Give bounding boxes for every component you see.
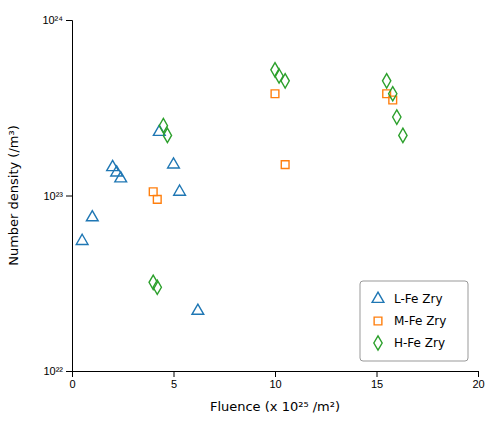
x-axis: 0 5 10 15 20 [69,371,484,390]
legend-label: L-Fe Zry [394,292,443,306]
tick: 10²² [43,365,72,377]
tick-mark [377,371,378,377]
axis-domain [66,21,73,372]
legend-symbol [374,317,382,325]
tick-label: 10²² [43,365,63,377]
point [281,161,289,169]
point [168,158,180,168]
tick-label: 10²⁴ [42,14,63,26]
tick: 10²³ [43,190,72,202]
tick: 10²⁴ [42,14,72,26]
point [153,280,161,294]
axis-domain [73,372,479,378]
tick-mark [66,20,72,21]
legend-label: M-Fe Zry [394,314,446,328]
point [281,74,289,88]
point [174,185,186,195]
legend-item: H-Fe Zry [374,336,445,350]
tick-mark [66,371,72,372]
y-axis-title: Number density (/m³) [6,125,21,266]
tick-mark [478,371,479,377]
series [149,63,407,295]
series [76,125,203,314]
tick-label: 15 [371,378,383,390]
tick-mark [66,196,72,197]
tick-label: 20 [472,378,484,390]
tick: 10 [269,371,281,390]
tick: 15 [371,371,383,390]
point [393,110,401,124]
point [149,188,157,196]
tick: 5 [171,371,177,390]
point [115,172,127,182]
legend-box [360,281,468,361]
tick: 0 [69,371,75,390]
legend-symbol [374,336,382,350]
point [275,69,283,83]
plot: 0 5 10 15 20 10²² 10²³ 10²⁴ L-Fe Zry M-Fe Zry H-Fe… [42,14,484,390]
point [153,196,161,204]
tick: 20 [472,371,484,390]
tick-label: 5 [171,378,177,390]
point [192,304,204,314]
legend: L-Fe Zry M-Fe Zry H-Fe Zry [360,281,468,361]
legend-symbol [372,292,384,302]
legend-item: M-Fe Zry [374,314,446,328]
point [389,87,397,101]
point [399,128,407,142]
tick-label: 10 [269,378,281,390]
legend-label: H-Fe Zry [394,336,445,350]
x-axis-title: Fluence (x 10²⁵ /m²) [210,399,340,414]
tick-mark [275,371,276,377]
point [382,74,390,88]
tick-label: 0 [69,378,75,390]
chart: 0 5 10 15 20 10²² 10²³ 10²⁴ L-Fe Zry M-Fe Zry H-Fe… [0,0,500,423]
point [271,90,279,98]
series [149,90,396,203]
point [76,234,88,244]
tick-mark [174,371,175,377]
tick-label: 10²³ [43,190,63,202]
point [86,211,98,221]
legend-item: L-Fe Zry [372,292,442,306]
y-axis: 10²² 10²³ 10²⁴ [42,14,72,377]
points [76,63,407,315]
point [163,128,171,142]
